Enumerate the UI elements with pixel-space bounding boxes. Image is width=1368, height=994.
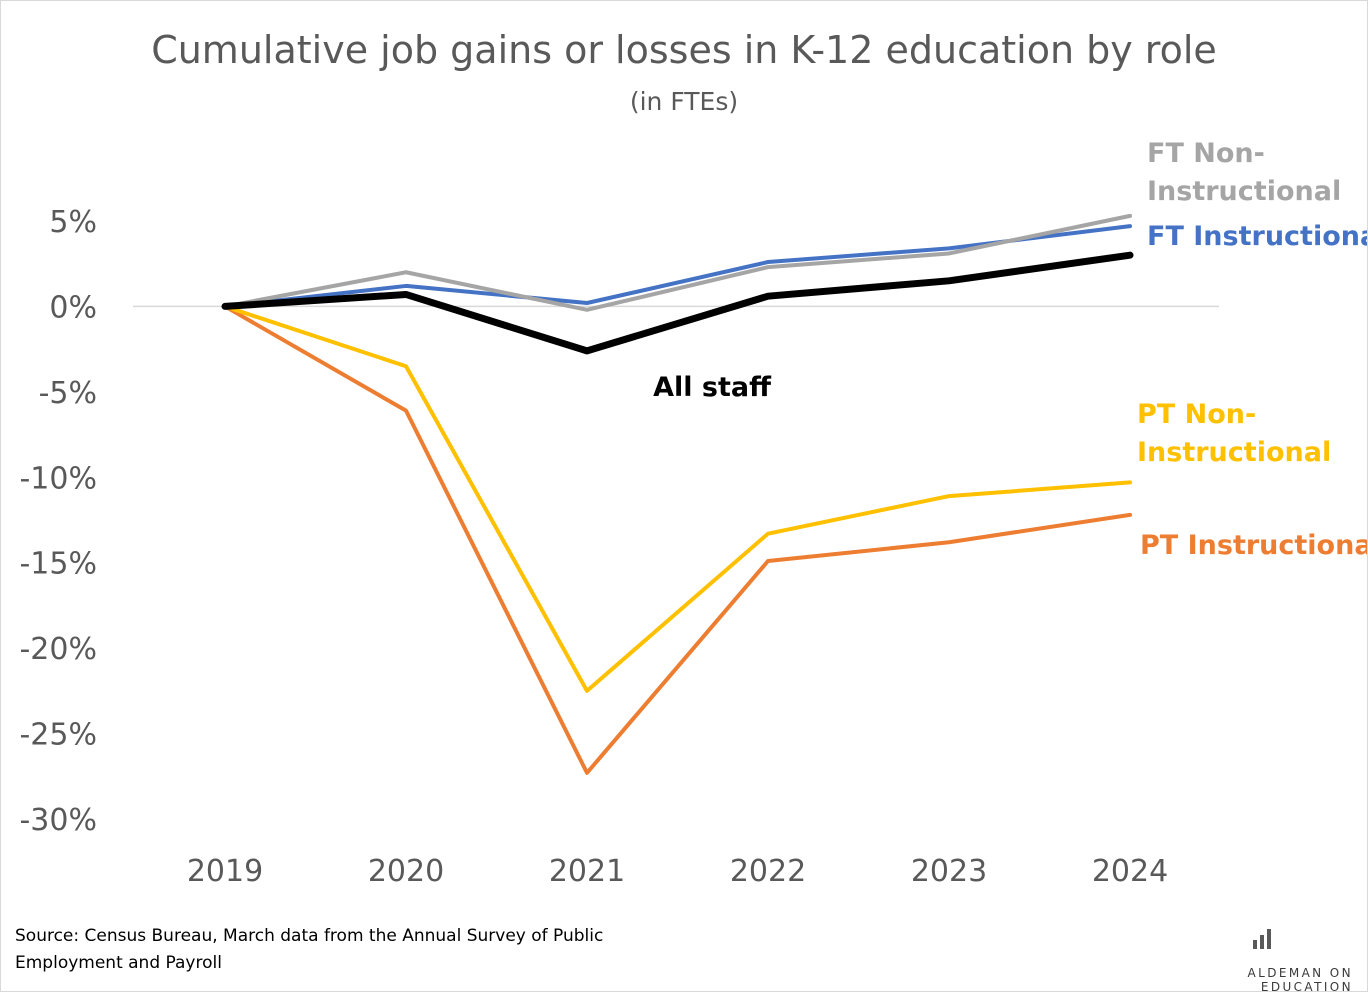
chart-title: Cumulative job gains or losses in K-12 e… <box>151 28 1217 72</box>
bar-chart-icon <box>1253 927 1275 949</box>
line-chart: Cumulative job gains or losses in K-12 e… <box>19 28 1367 889</box>
x-tick-label: 2024 <box>1092 854 1168 889</box>
y-tick-label: -20% <box>19 632 97 667</box>
y-tick-label: -10% <box>19 461 97 496</box>
series-label-line: Instructional <box>1147 176 1341 207</box>
x-tick-label: 2020 <box>368 854 444 889</box>
series-label-line: FT Instructional <box>1147 221 1367 252</box>
y-tick-label: -25% <box>19 718 97 753</box>
x-tick-label: 2019 <box>187 854 263 889</box>
series-line-all-staff <box>221 251 1134 355</box>
source-note: Source: Census Bureau, March data from t… <box>15 926 604 973</box>
series-label-all-staff: All staff <box>653 372 772 403</box>
y-tick-label: 5% <box>49 205 97 240</box>
series-line-pt-instructional <box>223 304 1132 775</box>
series-label-line: FT Non- <box>1147 138 1265 169</box>
series-label-line: All staff <box>653 372 772 403</box>
brand-name: ALDEMAN ON EDUCATION <box>1247 966 1353 994</box>
y-tick-label: 0% <box>49 290 97 325</box>
series-line-ft-non-instructional <box>223 213 1132 312</box>
y-tick-label: -30% <box>19 803 97 838</box>
series-line-ft-instructional <box>223 224 1132 309</box>
series-label-line: PT Instructional <box>1140 530 1367 561</box>
x-tick-label: 2021 <box>549 854 625 889</box>
series-label-ft-instructional: FT Instructional <box>1147 221 1367 252</box>
series-label-line: PT Non- <box>1137 399 1256 430</box>
y-tick-label: -15% <box>19 547 97 582</box>
chart-subtitle: (in FTEs) <box>630 87 738 116</box>
series-label-ft-non-instructional: FT Non- Instructional <box>1147 138 1341 207</box>
series-label-pt-instructional: PT Instructional <box>1140 530 1367 561</box>
brand: ALDEMAN ON EDUCATION <box>1153 927 1353 994</box>
y-tick-label: -5% <box>39 376 97 411</box>
series-line-pt-non-instructional <box>223 304 1132 693</box>
x-tick-label: 2023 <box>911 854 987 889</box>
x-tick-label: 2022 <box>730 854 806 889</box>
series-label-line: Instructional <box>1137 437 1331 468</box>
series-label-pt-non-instructional: PT Non- Instructional <box>1137 399 1331 468</box>
